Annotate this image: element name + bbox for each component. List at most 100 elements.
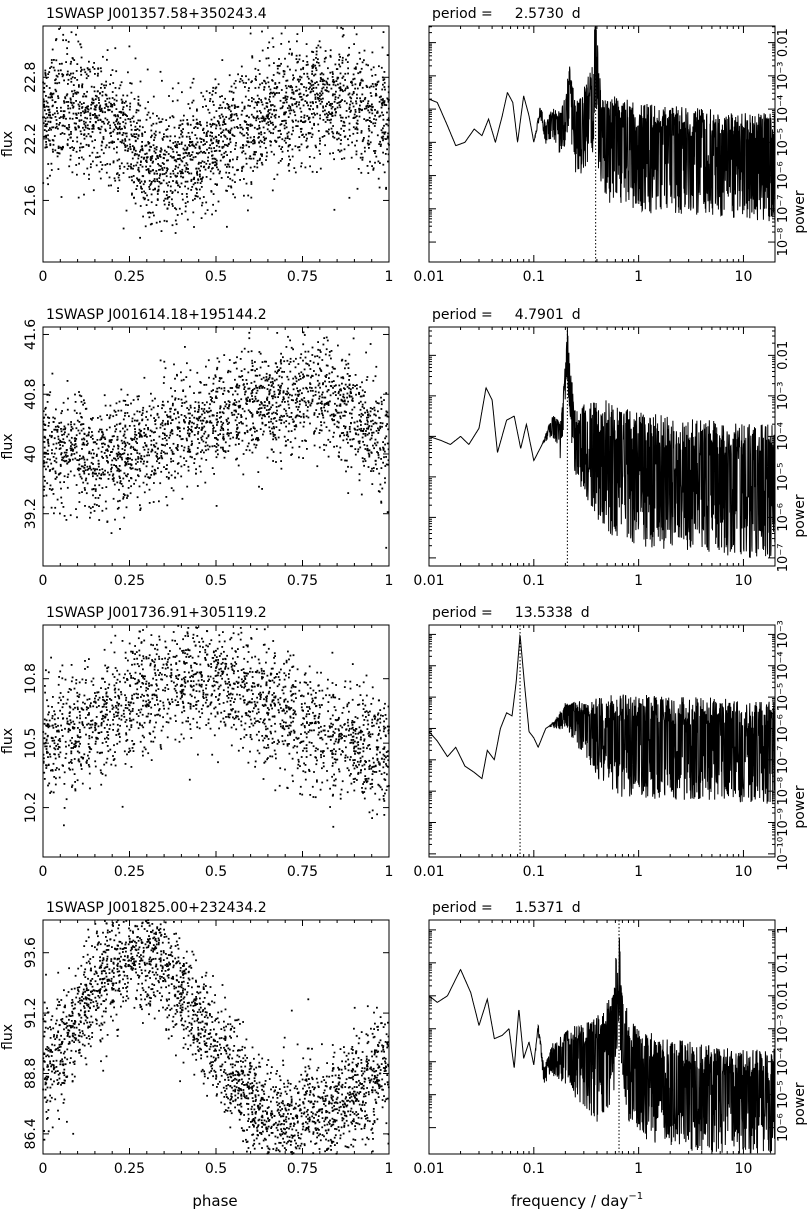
flux-point [212, 377, 215, 380]
flux-point [199, 137, 202, 140]
flux-point [160, 147, 162, 150]
flux-point [292, 377, 295, 380]
flux-point [164, 434, 166, 436]
flux-point [355, 102, 358, 105]
flux-point [165, 175, 168, 178]
flux-point [308, 156, 311, 158]
flux-point [316, 106, 319, 109]
flux-point [271, 397, 274, 400]
flux-point [370, 121, 373, 123]
flux-point [86, 469, 89, 471]
flux-point [184, 421, 186, 424]
flux-point [366, 447, 369, 450]
flux-point [261, 361, 264, 363]
flux-point [145, 152, 148, 155]
flux-point [231, 113, 233, 116]
flux-point [133, 424, 136, 427]
flux-point [69, 470, 72, 473]
flux-point [331, 366, 334, 368]
flux-point [359, 395, 362, 398]
flux-point [165, 171, 168, 174]
flux-point [119, 477, 121, 479]
flux-point [154, 188, 156, 191]
flux-point [88, 178, 90, 180]
flux-point [275, 87, 278, 90]
flux-point [295, 105, 298, 108]
flux-point [185, 162, 188, 164]
flux-point [227, 185, 230, 188]
flux-point [331, 418, 333, 420]
flux-point [317, 363, 319, 366]
flux-point [91, 431, 93, 433]
flux-point [68, 126, 71, 128]
flux-point [318, 40, 321, 43]
flux-point [62, 401, 65, 404]
flux-point [100, 107, 103, 110]
flux-point [174, 141, 177, 143]
flux-point [300, 119, 302, 122]
flux-point [136, 461, 139, 463]
flux-point [58, 422, 61, 424]
flux-point [153, 178, 156, 180]
flux-point [116, 119, 118, 121]
flux-point [244, 152, 247, 155]
flux-point [301, 392, 303, 395]
flux-point [168, 95, 170, 97]
flux-point [382, 114, 385, 116]
flux-point [77, 112, 80, 115]
flux-point [333, 431, 335, 434]
flux-point [371, 83, 374, 85]
flux-point [248, 116, 250, 119]
flux-point [115, 108, 118, 110]
flux-point [50, 61, 53, 64]
flux-point [361, 405, 364, 408]
flux-point [346, 85, 349, 88]
flux-point [126, 497, 128, 499]
flux-point [343, 400, 346, 403]
flux-point [239, 404, 242, 407]
flux-point [96, 474, 99, 477]
flux-point [63, 110, 66, 113]
flux-point [303, 400, 306, 403]
flux-point [59, 512, 61, 515]
flux-point [127, 473, 129, 476]
flux-point [212, 424, 214, 427]
flux-point [213, 426, 215, 429]
flux-point [283, 421, 286, 424]
flux-point [103, 84, 105, 87]
flux-point [292, 388, 295, 391]
flux-point [260, 99, 262, 101]
flux-point [77, 429, 80, 432]
flux-point [176, 434, 179, 436]
flux-point [174, 476, 176, 479]
flux-point [227, 176, 229, 178]
flux-point [193, 226, 195, 228]
flux-point [246, 137, 249, 139]
flux-point [156, 199, 159, 201]
flux-point [169, 139, 171, 142]
flux-point [277, 369, 280, 371]
flux-point [46, 482, 49, 485]
flux-point [138, 395, 140, 398]
flux-point [113, 141, 115, 143]
flux-point [291, 86, 293, 89]
flux-point [194, 146, 197, 149]
flux-point [197, 123, 199, 125]
flux-point [168, 204, 170, 206]
flux-point [258, 485, 260, 488]
flux-point [55, 125, 58, 128]
flux-point [191, 101, 194, 104]
flux-point [141, 135, 144, 137]
flux-point [313, 432, 315, 435]
flux-point [181, 131, 184, 134]
flux-point [344, 72, 347, 75]
flux-point [249, 398, 251, 401]
flux-point [229, 129, 232, 132]
flux-point [197, 401, 200, 404]
flux-point [284, 97, 287, 99]
flux-point [74, 393, 76, 396]
flux-point [376, 468, 378, 470]
flux-point [166, 414, 168, 417]
flux-point [136, 410, 139, 413]
flux-point [233, 409, 236, 412]
